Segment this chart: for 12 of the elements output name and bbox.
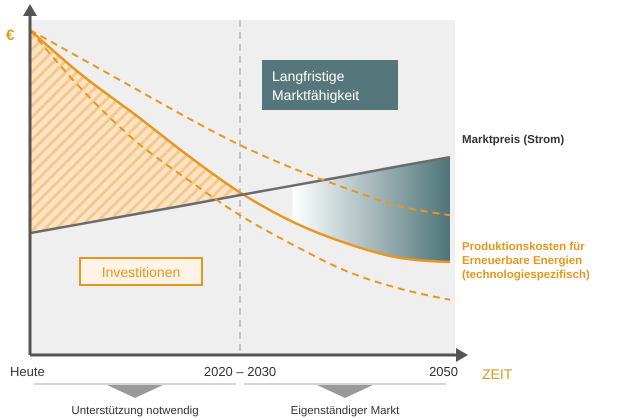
text: Eigenständiger Markt	[290, 405, 400, 417]
x-tick-label: Heute	[10, 364, 45, 380]
series-label: Marktpreis (Strom)	[462, 134, 564, 146]
annotation: Langfristige Marktfähigkeit	[272, 68, 360, 103]
x-axis-title: ZEIT	[482, 366, 513, 382]
annotation: Investitionen	[102, 264, 180, 280]
note-box: Langfristige Marktfähigkeit	[262, 60, 398, 110]
series-label: Produktionskosten für Erneuerbare Energien (technologiespezifisch)	[462, 241, 590, 282]
y-axis-title: €	[6, 27, 15, 44]
text: Unterstützung notwendig	[71, 405, 199, 417]
x-tick-label: 2020 – 2030	[204, 364, 276, 380]
x-tick-label: 2050	[429, 364, 458, 380]
